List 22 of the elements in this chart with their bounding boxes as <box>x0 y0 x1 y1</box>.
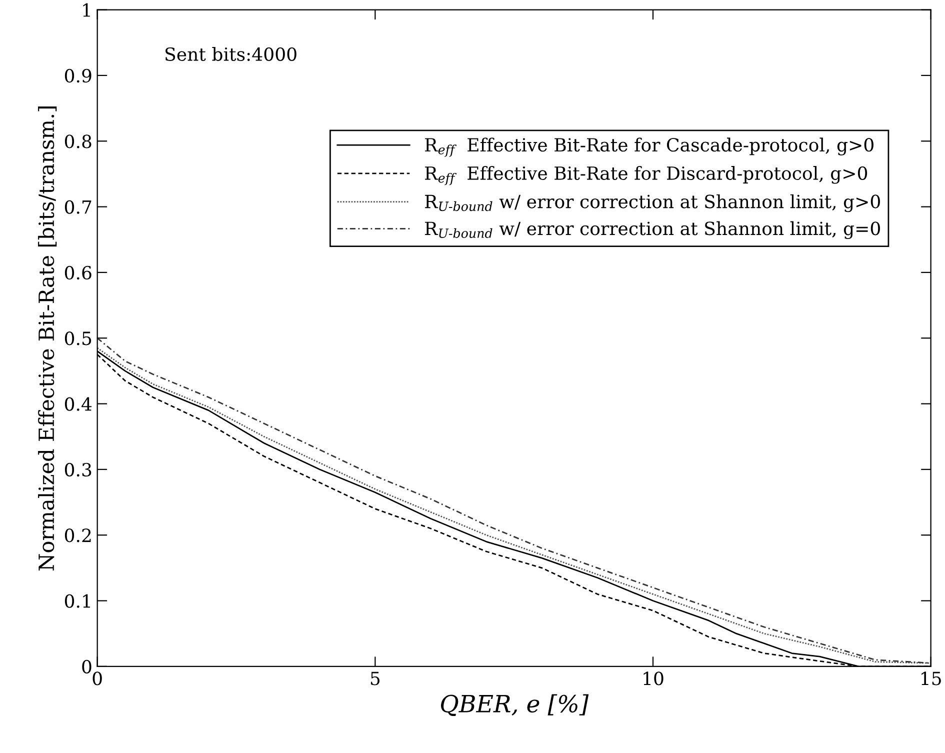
y-tick-label: 0.3 <box>64 462 92 477</box>
legend-label: R$_{U-bound}$ w/ error correction at Shannon limit, g>0 <box>425 194 880 212</box>
y-tick-label: 0.4 <box>64 397 92 411</box>
y-axis-title: Normalized Effective Bit-Rate [bits/transm.] <box>38 106 57 570</box>
legend-label: R$_{eff}$ Effective Bit-Rate for Discard-protocol, g>0 <box>425 166 868 186</box>
y-tick-label: 0.9 <box>64 68 92 83</box>
legend-label: R$_{U-bound}$ w/ error correction at Shannon limit, g=0 <box>425 221 880 239</box>
x-axis-title: QBER, e [%] <box>440 694 589 716</box>
x-tick-label: 15 <box>922 672 941 686</box>
x-tick-label: 10 <box>644 672 664 686</box>
y-tick-label: 1 <box>83 3 90 17</box>
y-tick-label: 0 <box>82 660 92 674</box>
annotation: Sent bits:4000 <box>166 47 296 61</box>
legend-label: R$_{eff}$ Effective Bit-Rate for Cascade-protocol, g>0 <box>425 138 874 157</box>
y-tick-label: 0.8 <box>64 134 92 148</box>
y-tick-label: 0.6 <box>64 266 92 280</box>
y-tick-label: 0.5 <box>64 332 92 346</box>
y-tick-label: 0.2 <box>64 528 91 542</box>
y-tick-label: 0.1 <box>64 594 90 608</box>
x-tick-label: 0 <box>92 672 102 686</box>
x-tick-label: 5 <box>370 672 380 686</box>
y-tick-label: 0.7 <box>64 200 92 214</box>
